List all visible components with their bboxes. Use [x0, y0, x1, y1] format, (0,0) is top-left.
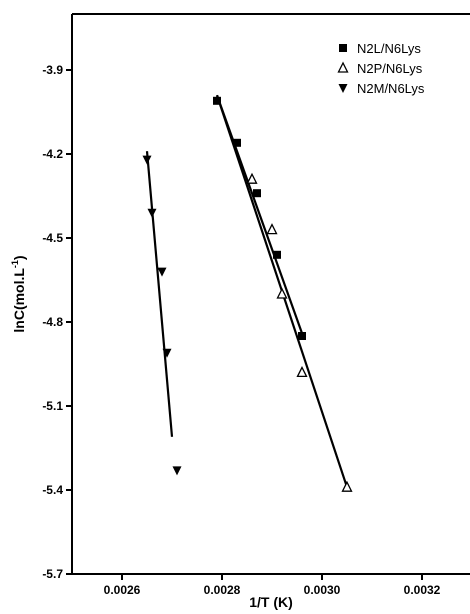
x-tick-label: 0.0026 [104, 583, 141, 597]
y-axis-title-superscript: -1 [10, 260, 20, 268]
point-n2l-n6lys [273, 250, 281, 259]
axis-ticks: -3.9 -4.2 -4.5 -4.8 -5.1 -5.4 -5.7 0.0026 0.0028… [42, 63, 440, 597]
x-tick-label: 0.0032 [404, 583, 441, 597]
y-tick-label: -4.5 [42, 231, 63, 245]
plot-area-frame [71, 13, 470, 575]
legend-label: N2M/N6Lys [357, 81, 425, 96]
y-tick-label: -4.2 [42, 147, 63, 161]
legend-marker-n2l-n6lys [339, 44, 347, 52]
point-n2l-n6lys [213, 96, 221, 105]
fit-lines [145, 94, 349, 488]
point-n2m-n6lys [142, 155, 152, 165]
x-tick-label: 0.0028 [204, 583, 241, 597]
legend-label: N2L/N6Lys [357, 41, 421, 56]
fit-line-n2m-n6lys [145, 151, 174, 437]
y-tick-label: -4.8 [42, 315, 63, 329]
x-tick-label: 0.0030 [304, 583, 341, 597]
legend: N2L/N6Lys N2P/N6Lys N2M/N6Lys [337, 41, 425, 96]
y-tick-label: -5.1 [42, 399, 63, 413]
point-n2p-n6lys [246, 172, 258, 184]
legend-label: N2P/N6Lys [357, 61, 423, 76]
y-axis-title: lnC(mol.L-1) [10, 255, 27, 332]
data-points [142, 96, 353, 492]
y-axis-title-main: lnC(mol.L [11, 268, 27, 333]
point-n2p-n6lys [276, 287, 288, 299]
point-n2p-n6lys [266, 223, 278, 235]
y-tick-label: -5.7 [42, 567, 63, 581]
y-tick-label: -5.4 [42, 483, 63, 497]
point-n2m-n6lys [162, 348, 172, 358]
legend-marker-n2p-n6lys [337, 61, 349, 73]
point-n2m-n6lys [172, 466, 182, 476]
point-n2p-n6lys [341, 480, 353, 492]
point-n2m-n6lys [147, 208, 157, 218]
point-n2m-n6lys [157, 267, 167, 277]
y-axis-title-close: ) [11, 255, 27, 260]
y-tick-label: -3.9 [42, 63, 63, 77]
point-n2l-n6lys [253, 189, 261, 198]
point-n2l-n6lys [233, 138, 241, 147]
legend-marker-n2m-n6lys [338, 84, 348, 93]
point-n2l-n6lys [298, 332, 306, 340]
x-axis-title: 1/T (K) [249, 594, 293, 610]
point-n2p-n6lys [296, 365, 308, 378]
